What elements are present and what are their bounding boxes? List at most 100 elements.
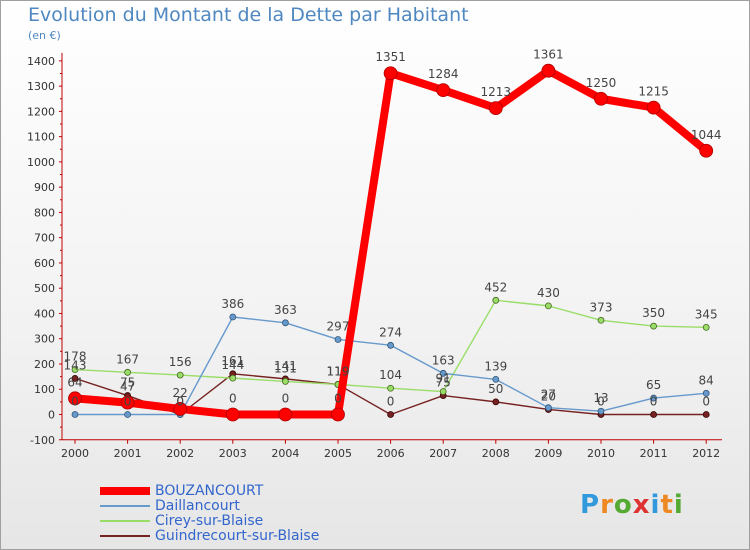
- data-label: 50: [488, 382, 503, 396]
- y-tick-label: 700: [34, 232, 55, 245]
- data-point: [541, 63, 556, 78]
- data-label: 64: [67, 375, 82, 389]
- y-tick-label: 1100: [27, 131, 55, 144]
- y-tick-label: 1000: [27, 156, 55, 169]
- logo-letter: i: [673, 490, 684, 520]
- data-point: [702, 323, 710, 331]
- data-label: 20: [541, 389, 556, 403]
- legend-swatch: [100, 487, 150, 495]
- data-label: 27: [541, 388, 556, 402]
- data-label: 65: [646, 378, 661, 392]
- y-tick-label: 600: [34, 257, 55, 270]
- data-label: 373: [590, 300, 613, 314]
- data-point: [229, 313, 237, 321]
- chart-legend: BOUZANCOURT Daillancourt Cirey-sur-Blaise G…: [100, 484, 400, 544]
- data-label: 22: [173, 386, 188, 400]
- proxiti-logo: Proxiti: [580, 490, 684, 520]
- x-tick-label: 2011: [640, 447, 668, 460]
- data-point: [124, 411, 131, 418]
- data-label: 274: [379, 325, 402, 339]
- chart-subtitle: (en €): [28, 29, 61, 42]
- data-point: [646, 100, 661, 115]
- data-point: [229, 374, 237, 382]
- data-label: 1044: [691, 128, 722, 142]
- data-label: 131: [274, 361, 297, 375]
- y-tick-label: 1300: [27, 80, 55, 93]
- data-label: 163: [432, 353, 455, 367]
- data-label: 104: [379, 368, 402, 382]
- data-label: 167: [116, 352, 139, 366]
- data-point: [176, 371, 184, 379]
- data-point: [439, 388, 447, 395]
- data-label: 0: [176, 395, 184, 409]
- data-point: [439, 369, 447, 377]
- data-label: 0: [334, 392, 342, 406]
- y-tick-label: 1400: [27, 55, 55, 68]
- x-tick-label: 2002: [166, 447, 194, 460]
- y-tick-label: 0: [48, 409, 55, 422]
- legend-item: Daillancourt: [100, 499, 400, 514]
- legend-item: Guindrecourt-sur-Blaise: [100, 529, 400, 544]
- x-tick-label: 2006: [377, 447, 405, 460]
- data-point: [545, 404, 552, 412]
- y-tick-label: 100: [34, 383, 55, 396]
- data-label: 430: [537, 286, 560, 300]
- data-point: [492, 375, 500, 383]
- data-point: [71, 411, 79, 418]
- data-label: 0: [597, 395, 605, 409]
- data-label: 1284: [428, 67, 459, 81]
- data-point: [120, 395, 135, 410]
- data-point: [334, 336, 342, 343]
- data-label: 178: [64, 350, 87, 364]
- data-label: 47: [120, 380, 135, 394]
- data-point: [387, 411, 395, 418]
- data-label: 0: [176, 395, 184, 409]
- data-label: 84: [699, 373, 714, 387]
- data-point: [488, 101, 503, 115]
- logo-letter: t: [660, 490, 674, 520]
- data-point: [173, 402, 188, 416]
- legend-swatch: [100, 535, 150, 537]
- data-label: 0: [650, 395, 658, 409]
- data-point: [387, 384, 395, 392]
- data-point: [594, 91, 608, 106]
- data-label: 91: [436, 372, 451, 386]
- data-point: [71, 374, 79, 382]
- data-label: 119: [327, 364, 350, 378]
- data-point: [597, 407, 605, 415]
- x-tick-label: 2001: [114, 447, 142, 460]
- data-point: [68, 391, 82, 406]
- data-label: 0: [229, 392, 237, 406]
- data-label: 452: [484, 280, 507, 294]
- data-label: 297: [327, 319, 350, 333]
- data-point: [492, 296, 500, 304]
- data-point: [387, 341, 395, 349]
- data-point: [281, 378, 289, 385]
- data-point: [278, 407, 293, 422]
- y-tick-label: 800: [34, 206, 55, 219]
- data-label: 1250: [586, 76, 617, 90]
- logo-letter: P: [580, 490, 601, 520]
- data-label: 386: [221, 297, 244, 311]
- data-label: 75: [120, 376, 135, 390]
- data-point: [702, 411, 710, 418]
- data-label: 0: [387, 395, 395, 409]
- data-point: [383, 66, 398, 81]
- data-label: 1351: [375, 50, 406, 64]
- legend-swatch: [100, 520, 150, 522]
- data-label: 13: [593, 391, 608, 405]
- x-tick-label: 2012: [692, 447, 720, 460]
- data-label: 139: [484, 359, 507, 373]
- x-tick-label: 2008: [482, 447, 510, 460]
- data-point: [281, 319, 289, 327]
- y-tick-label: 900: [34, 181, 55, 194]
- data-label: 0: [702, 395, 710, 409]
- data-label: 143: [64, 358, 87, 372]
- data-label: 144: [221, 358, 244, 372]
- data-point: [702, 389, 710, 397]
- y-tick-label: 1200: [27, 105, 55, 118]
- y-tick-label: 500: [34, 282, 55, 295]
- y-tick-label: 400: [34, 307, 55, 320]
- data-label: 0: [124, 395, 132, 409]
